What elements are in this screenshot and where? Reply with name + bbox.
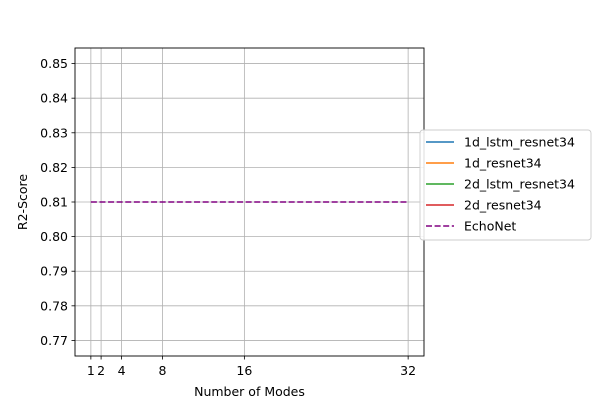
x-tick-label: 1	[87, 363, 95, 378]
x-tick-label: 32	[400, 363, 416, 378]
x-tick-label: 2	[97, 363, 105, 378]
x-axis-ticks: 1 2 4 8 16 32	[87, 356, 416, 378]
y-tick-label: 0.80	[40, 229, 68, 244]
y-tick-label: 0.81	[40, 195, 68, 210]
y-axis-ticks: 0.77 0.78 0.79 0.80 0.81 0.82 0.83 0.84 0.85	[40, 56, 75, 348]
y-axis-label: R2-Score	[15, 174, 30, 230]
y-tick-label: 0.83	[40, 125, 68, 140]
x-tick-label: 4	[118, 363, 126, 378]
legend-label: 1d_resnet34	[464, 156, 542, 171]
y-tick-label: 0.78	[40, 298, 68, 313]
x-tick-label: 16	[236, 363, 252, 378]
y-tick-label: 0.79	[40, 264, 68, 279]
x-tick-label: 8	[159, 363, 167, 378]
legend-label: 2d_lstm_resnet34	[464, 177, 575, 192]
legend-box	[419, 129, 592, 241]
legend-label: EchoNet	[464, 219, 516, 234]
y-tick-label: 0.85	[40, 56, 68, 71]
legend-label: 1d_lstm_resnet34	[464, 135, 575, 150]
legend: 1d_lstm_resnet34 1d_resnet34 2d_lstm_resne…	[419, 129, 592, 241]
y-tick-label: 0.82	[40, 160, 68, 175]
y-tick-label: 0.84	[40, 91, 68, 106]
y-tick-label: 0.77	[40, 333, 68, 348]
x-axis-label: Number of Modes	[194, 384, 305, 399]
legend-label: 2d_resnet34	[464, 198, 542, 213]
